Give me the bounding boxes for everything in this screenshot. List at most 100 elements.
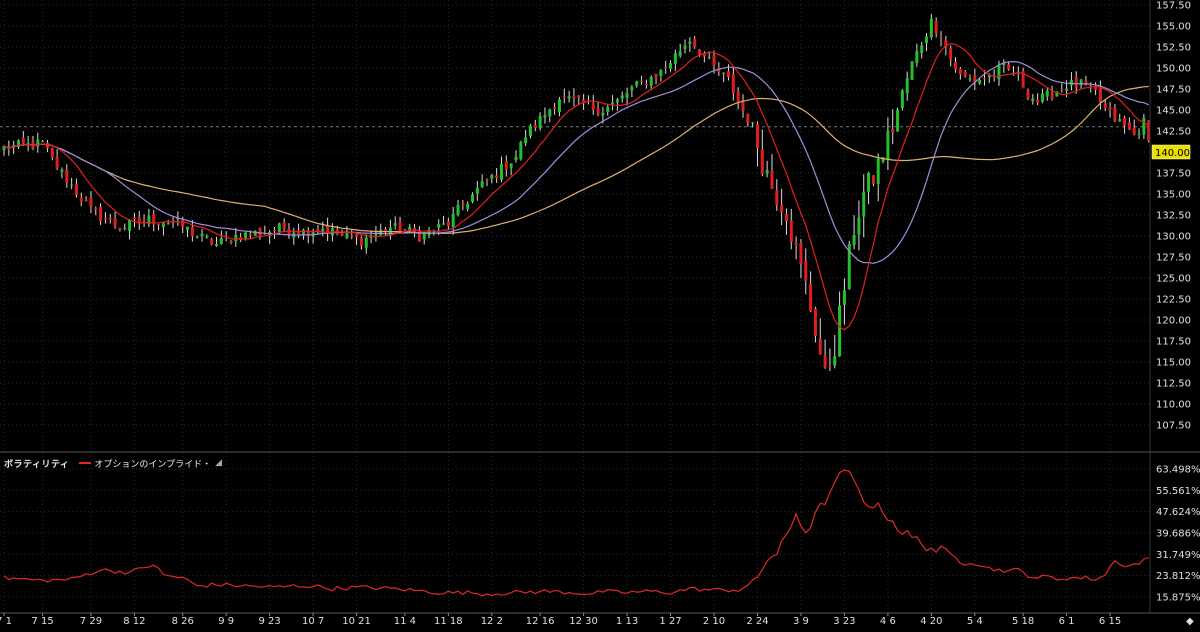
candle <box>572 88 576 107</box>
candle <box>784 208 788 235</box>
candle <box>16 139 20 150</box>
candle <box>475 181 479 201</box>
volatility-header[interactable]: ボラティリティ オプションのインプライド・ ◢ <box>4 456 222 470</box>
candle-body <box>775 190 779 205</box>
price-tick-label: 130.00 <box>1156 232 1191 243</box>
x-tick-label: 3 9 <box>793 616 809 627</box>
candle <box>142 214 146 228</box>
candle <box>50 147 54 161</box>
candle <box>780 188 784 226</box>
candle-body <box>94 208 98 210</box>
price-panel[interactable]: 157.50 155.00 152.50 150.00 147.50 145.00 142.… <box>0 0 1200 613</box>
candle <box>350 229 354 240</box>
x-tick-label: 1 27 <box>659 616 681 627</box>
candle <box>557 96 561 117</box>
candle <box>813 306 817 343</box>
candle-body <box>543 115 547 118</box>
candle <box>519 140 523 161</box>
candle <box>954 57 958 73</box>
candle-body <box>688 41 692 44</box>
candle <box>533 119 537 132</box>
x-tick-label: 12 30 <box>569 616 598 627</box>
candle-body <box>113 217 117 227</box>
candle <box>596 101 600 117</box>
candle <box>1050 85 1054 101</box>
candle-body <box>1007 64 1011 70</box>
candle <box>852 215 856 250</box>
candle-body <box>852 234 856 246</box>
candle-body <box>239 236 243 241</box>
candle <box>99 203 103 225</box>
volatility-panel[interactable]: 63.498% 55.561% 47.624% 39.686% 31.749% 23.81… <box>0 465 1200 614</box>
candle <box>490 173 494 184</box>
candle <box>678 43 682 58</box>
candle-body <box>669 63 673 69</box>
candle-body <box>1108 107 1112 110</box>
collapse-arrow-icon[interactable]: ◢ <box>215 458 223 468</box>
x-tick-label: 5 4 <box>967 616 983 627</box>
candle-body <box>799 242 803 264</box>
candle <box>1142 113 1146 139</box>
x-tick-label: 6 15 <box>1099 616 1121 627</box>
candle-body <box>398 221 402 234</box>
candle <box>1026 88 1030 101</box>
iv-line <box>3 469 1149 597</box>
x-tick-label: 7 29 <box>80 616 102 627</box>
candle <box>1113 104 1117 123</box>
candle <box>794 236 798 260</box>
candle-body <box>161 223 165 228</box>
candle-body <box>982 78 986 80</box>
candle <box>1074 71 1078 94</box>
price-tick-label: 132.50 <box>1156 211 1191 222</box>
candle-body <box>1147 120 1151 141</box>
candle-body <box>847 244 851 289</box>
candle-body <box>89 197 93 207</box>
candle <box>968 74 972 82</box>
candle-body <box>437 224 441 228</box>
candle-body <box>954 62 958 70</box>
candle-body <box>644 84 648 86</box>
candle-body <box>244 232 247 239</box>
candle-body <box>818 338 822 355</box>
last-price-label-bg <box>1151 144 1191 160</box>
candle-body <box>823 355 827 368</box>
candle <box>804 248 808 295</box>
candle-body <box>606 106 610 113</box>
candle <box>896 107 900 132</box>
candle-body <box>640 80 644 82</box>
ma-short-line <box>3 42 1150 331</box>
candle <box>688 37 692 52</box>
candle <box>915 43 919 67</box>
candle-body <box>997 65 1001 80</box>
candle-body <box>528 125 532 137</box>
candle <box>2 145 6 156</box>
x-tick-label: 2 10 <box>703 616 725 627</box>
candle <box>847 240 851 290</box>
candle-body <box>422 232 426 240</box>
candle-body <box>234 234 238 242</box>
candle <box>1002 59 1006 73</box>
candle <box>1127 117 1131 131</box>
candle-body <box>582 99 586 104</box>
vol-tick-label: 15.875% <box>1156 593 1200 604</box>
candle <box>1123 115 1127 134</box>
price-tick-label: 122.50 <box>1156 295 1191 306</box>
candle-body <box>920 45 924 54</box>
candle-body <box>780 204 784 213</box>
candle-body <box>248 233 252 236</box>
x-axis: 7 1 7 15 7 29 8 12 8 26 9 9 9 23 10 7 10 21 11 4 1… <box>0 613 1121 627</box>
candle-body <box>147 215 151 224</box>
candle <box>644 79 648 89</box>
candle-body <box>925 36 929 44</box>
candle <box>659 69 663 82</box>
candle <box>712 50 716 74</box>
candle-body <box>475 187 479 194</box>
vol-tick-label: 31.749% <box>1156 550 1200 561</box>
candle-body <box>1098 88 1102 102</box>
candle <box>466 201 470 212</box>
candle-body <box>60 169 64 172</box>
candle <box>615 98 619 111</box>
ma-long-line <box>3 85 1149 234</box>
candle-body <box>664 67 668 69</box>
